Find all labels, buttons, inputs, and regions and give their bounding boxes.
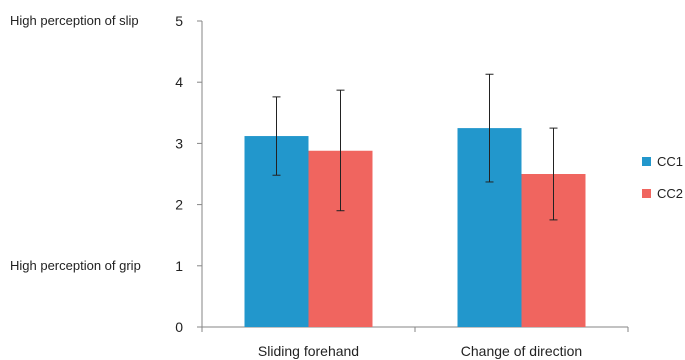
x-category-label: Change of direction <box>461 343 582 359</box>
y-tick-label: 1 <box>175 258 183 274</box>
legend: CC1 CC2 <box>642 154 683 201</box>
y-side-labels: High perception of slip High perception o… <box>10 13 141 273</box>
legend-label-cc1: CC1 <box>657 154 683 169</box>
y-tick-label: 4 <box>175 74 183 90</box>
y-tick-labels: 0 1 2 3 4 5 <box>175 13 183 335</box>
y-side-label: High perception of slip <box>10 13 139 28</box>
legend-swatch-cc1 <box>642 157 651 166</box>
y-side-label: High perception of grip <box>10 258 141 273</box>
legend-label-cc2: CC2 <box>657 186 683 201</box>
y-tick-label: 2 <box>175 197 183 213</box>
x-category-labels: Sliding forehand Change of direction <box>258 343 582 359</box>
y-tick-label: 0 <box>175 319 183 335</box>
x-category-label: Sliding forehand <box>258 343 359 359</box>
bars <box>244 128 586 327</box>
legend-swatch-cc2 <box>642 189 651 198</box>
error-bars <box>272 73 558 221</box>
y-tick-label: 5 <box>175 13 183 29</box>
y-tick-label: 3 <box>175 135 183 151</box>
